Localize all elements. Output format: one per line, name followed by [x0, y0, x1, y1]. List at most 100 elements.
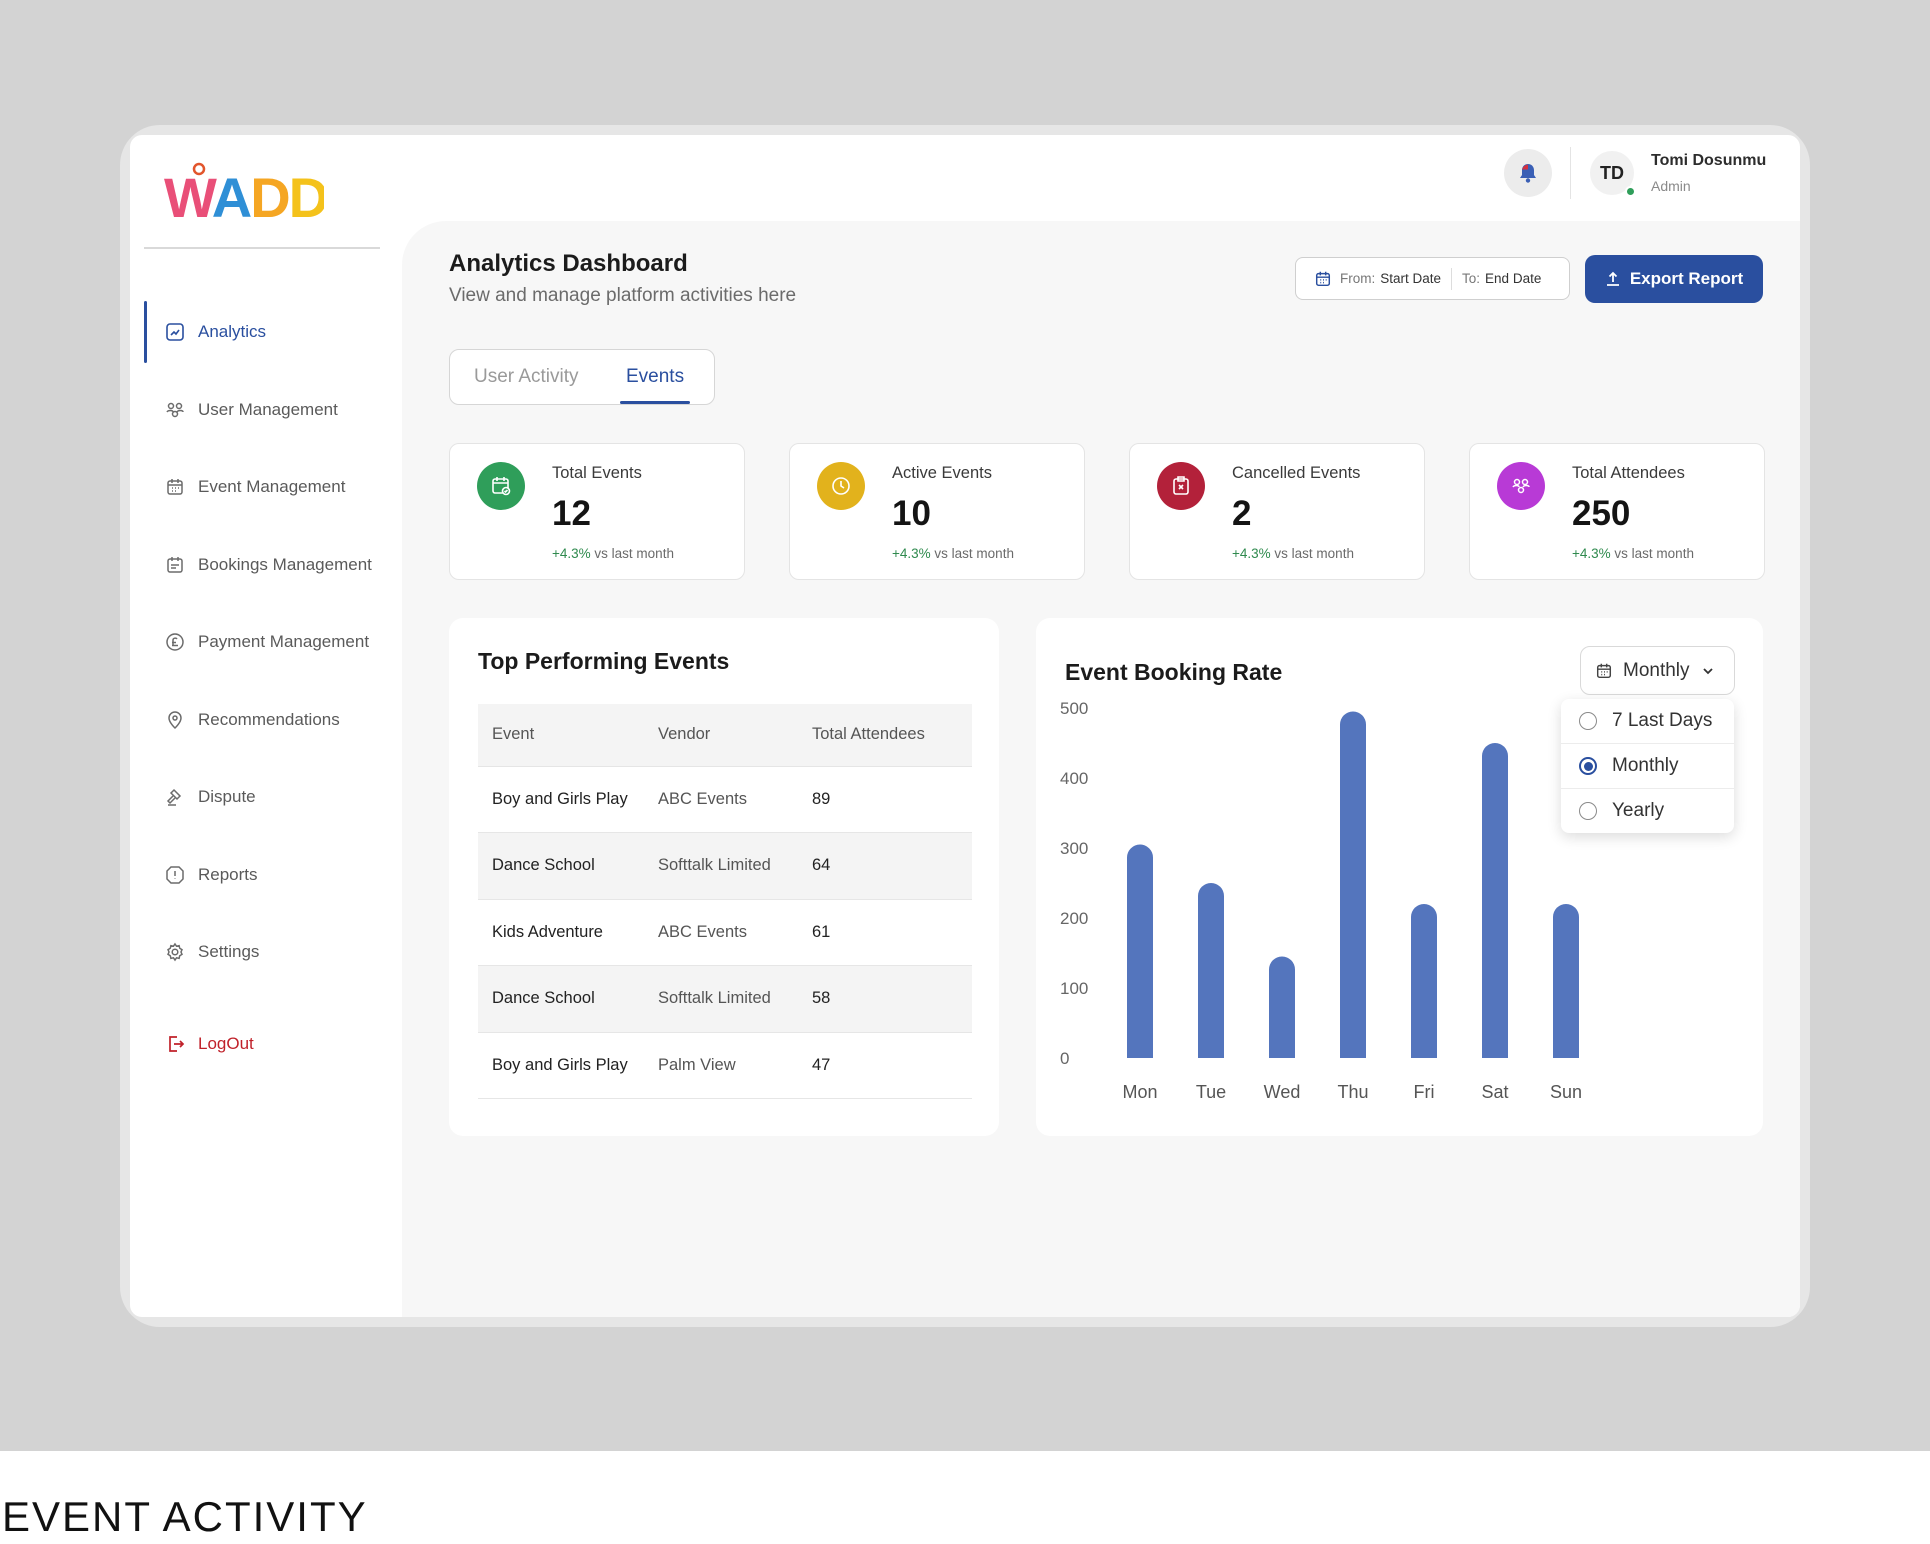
stat-trend: +4.3% vs last month [1572, 546, 1694, 561]
logout-button[interactable]: LogOut [144, 1013, 390, 1075]
sidebar-item-user-management[interactable]: User Management [144, 379, 390, 441]
sidebar-item-recommendations[interactable]: Recommendations [144, 689, 390, 751]
bar-tue [1198, 883, 1224, 1058]
notification-button[interactable] [1504, 149, 1552, 197]
cell-vendor: ABC Events [658, 766, 812, 833]
stat-value: 250 [1572, 494, 1631, 533]
column-header-vendor[interactable]: Vendor [658, 704, 812, 767]
trend-text: vs last month [1614, 546, 1694, 561]
bar-fri [1411, 904, 1437, 1058]
logout-label: LogOut [198, 1034, 254, 1053]
radio-icon [1579, 712, 1597, 730]
sidebar-item-bookings-management[interactable]: Bookings Management [144, 534, 390, 596]
sidebar-item-dispute[interactable]: Dispute [144, 766, 390, 828]
pound-icon [164, 631, 186, 653]
hammer-icon [164, 786, 186, 808]
cell-event: Dance School [478, 832, 658, 900]
option-divider [1561, 788, 1734, 789]
table-row[interactable]: Kids Adventure ABC Events 61 [478, 899, 972, 966]
avatar[interactable]: TD [1590, 151, 1634, 195]
period-select[interactable]: Monthly [1580, 646, 1735, 695]
sidebar-item-analytics[interactable]: Analytics [144, 301, 390, 363]
upload-icon [1606, 271, 1619, 286]
radio-selected-icon [1579, 757, 1597, 775]
booking-rate-title: Event Booking Rate [1065, 659, 1283, 685]
stat-trend: +4.3% vs last month [552, 546, 674, 561]
to-date-value[interactable]: End Date [1485, 271, 1542, 286]
sidebar-item-reports[interactable]: Reports [144, 844, 390, 906]
y-tick-label: 100 [1060, 979, 1088, 998]
bar-wed [1269, 956, 1295, 1058]
x-tick-label: Sat [1481, 1082, 1508, 1102]
page-title: Analytics Dashboard [449, 250, 688, 277]
caption: EVENT ACTIVITY [2, 1493, 368, 1540]
sidebar-item-settings[interactable]: Settings [144, 921, 390, 983]
x-tick-label: Thu [1337, 1082, 1368, 1102]
trend-percent: +4.3% [1572, 546, 1611, 561]
column-header-event[interactable]: Event [478, 704, 658, 767]
caption-band [0, 1451, 1930, 1544]
cell-vendor: Softtalk Limited [658, 832, 812, 900]
tab-user-activity[interactable]: User Activity [474, 366, 579, 387]
cancel-clipboard-icon [1157, 462, 1205, 510]
stat-value: 12 [552, 494, 591, 533]
svg-text:WADDLE: WADDLE [164, 166, 324, 227]
cell-vendor: Palm View [658, 1032, 812, 1099]
sidebar-item-label: User Management [198, 399, 338, 419]
period-option-yearly[interactable]: Yearly [1561, 789, 1734, 833]
bell-icon [1520, 164, 1536, 183]
table-row[interactable]: Dance School Softtalk Limited 58 [478, 965, 972, 1033]
stat-card-total-attendees: Total Attendees 250 +4.3% vs last month [1469, 443, 1765, 580]
sidebar-item-label: Reports [198, 864, 258, 884]
option-label: Monthly [1612, 755, 1679, 776]
logo-divider [144, 247, 380, 249]
from-date-value[interactable]: Start Date [1380, 271, 1442, 286]
trend-text: vs last month [934, 546, 1014, 561]
trend-percent: +4.3% [1232, 546, 1271, 561]
cell-attendees: 89 [812, 766, 972, 833]
column-header-total-attendees[interactable]: Total Attendees [812, 704, 972, 767]
cell-attendees: 64 [812, 832, 972, 900]
trend-text: vs last month [1274, 546, 1354, 561]
trend-text: vs last month [594, 546, 674, 561]
logo-letter: D [250, 166, 289, 227]
stat-value: 2 [1232, 494, 1252, 533]
export-report-button[interactable]: Export Report [1585, 255, 1763, 303]
option-divider [1561, 743, 1734, 744]
sidebar-item-label: Analytics [198, 322, 267, 341]
export-report-label: Export Report [1629, 269, 1744, 288]
logout-icon [164, 1033, 186, 1055]
sidebar-item-event-management[interactable]: Event Management [144, 456, 390, 518]
stat-trend: +4.3% vs last month [892, 546, 1014, 561]
date-range-picker[interactable]: From: Start Date To: End Date [1295, 257, 1570, 300]
cell-attendees: 47 [812, 1032, 972, 1099]
app-window: WADDLE Analytics User Management Event M… [130, 135, 1800, 1317]
waddle-logo: WADDLE [164, 162, 324, 227]
table-header-row: Event Vendor Total Attendees [478, 704, 972, 767]
period-option-7-last-days[interactable]: 7 Last Days [1561, 699, 1734, 743]
y-tick-label: 0 [1060, 1049, 1069, 1068]
tab-bar: User Activity Events [449, 349, 715, 405]
sidebar-item-payment-management[interactable]: Payment Management [144, 611, 390, 673]
bar-sat [1482, 743, 1508, 1058]
stat-card-cancelled-events: Cancelled Events 2 +4.3% vs last month [1129, 443, 1425, 580]
trend-percent: +4.3% [552, 546, 591, 561]
trend-percent: +4.3% [892, 546, 931, 561]
y-tick-label: 200 [1060, 909, 1088, 928]
logo-letter: W [164, 166, 217, 227]
user-role: Admin [1651, 178, 1691, 194]
to-label: To: [1462, 271, 1481, 286]
x-tick-label: Sun [1550, 1082, 1582, 1102]
calendar-check-icon [477, 462, 525, 510]
sidebar-item-label: Payment Management [198, 632, 370, 651]
bar-mon [1127, 844, 1153, 1058]
table-row[interactable]: Dance School Softtalk Limited 64 [478, 832, 972, 900]
tab-events[interactable]: Events [619, 350, 691, 404]
from-label: From: [1340, 271, 1376, 286]
table-row[interactable]: Boy and Girls Play Palm View 47 [478, 1032, 972, 1099]
period-option-monthly[interactable]: Monthly [1561, 744, 1734, 788]
booking-rate-panel: 0 100 200 300 400 500 Mon Tue Wed Thu Fri Sat Sun Ev… [1036, 618, 1763, 1136]
bar-sun [1553, 904, 1579, 1058]
table-row[interactable]: Boy and Girls Play ABC Events 89 [478, 766, 972, 833]
top-events-panel: Top Performing Events Event Vendor Total… [449, 618, 999, 1136]
